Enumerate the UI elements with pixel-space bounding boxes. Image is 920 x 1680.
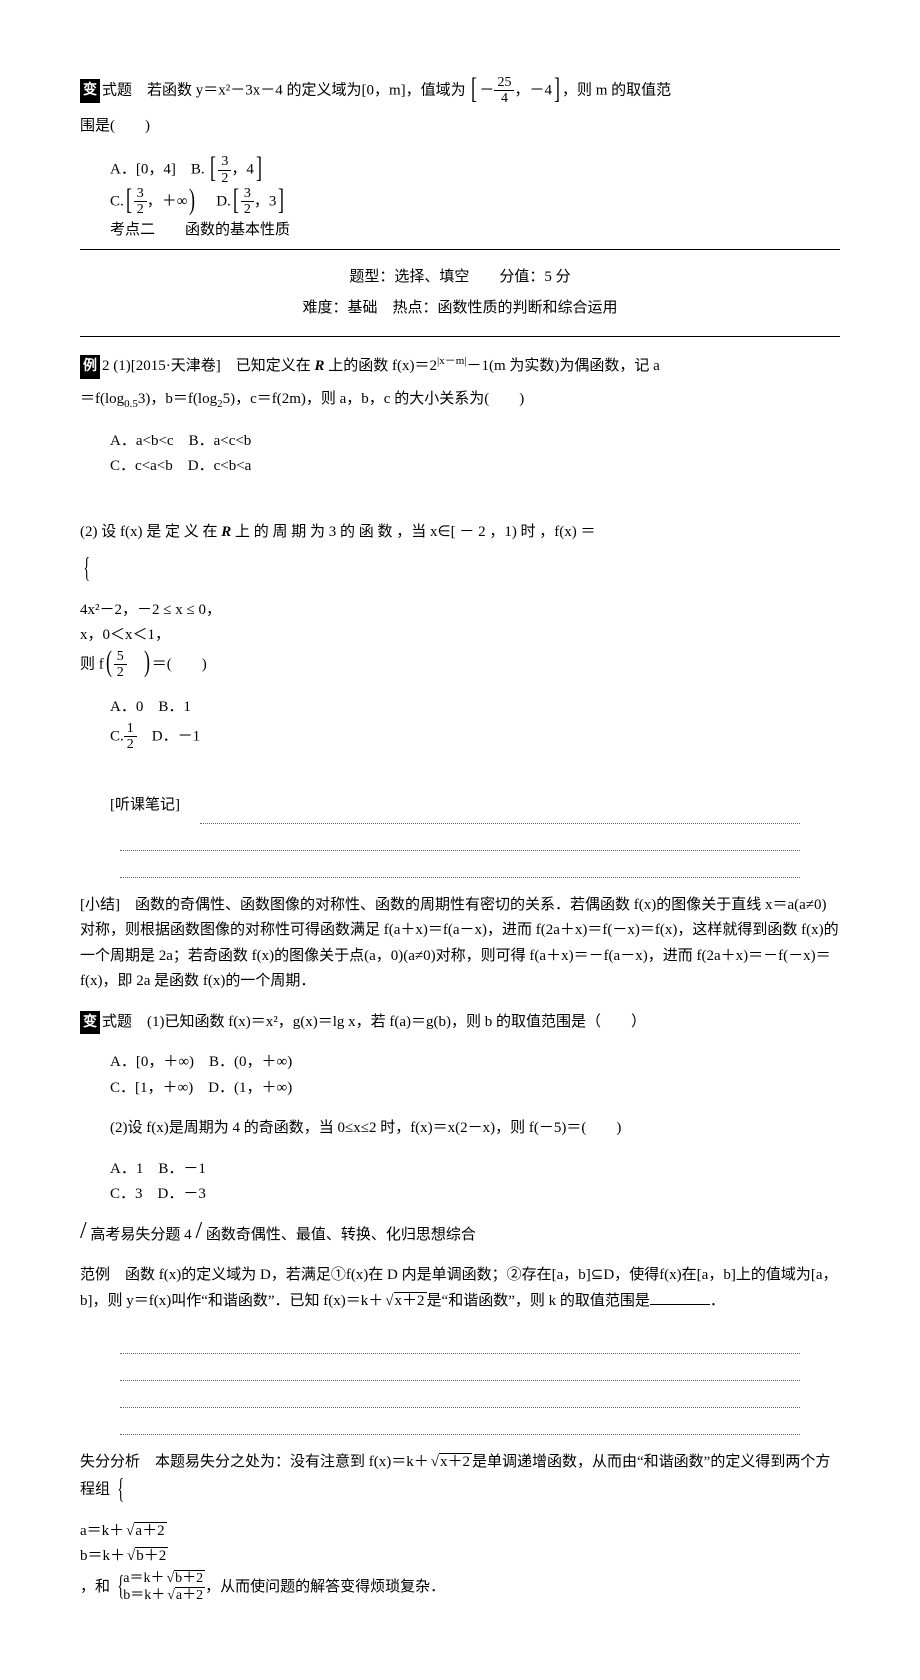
note-line[interactable] <box>120 853 800 878</box>
example-2-2: (2) 设 f(x) 是 定 义 在 R 上 的 周 期 为 3 的 函 数 ，… <box>80 520 840 546</box>
lost-title: / 高考易失分题 4 / 函数奇偶性、最值、转换、化归思想综合 <box>80 1223 840 1249</box>
example-2-1-line2: ＝f(log0.53)，b＝f(log25)，c＝f(2m)，则 a，b，c 的… <box>80 387 840 414</box>
options-2-2: A．0 B．1 C.12 D．－1 <box>110 695 840 752</box>
options-2-1: A．a<b<c B．a<c<b C．c<a<b D．c<b<a <box>110 429 840 480</box>
brace-icon: { <box>83 555 90 583</box>
note-line[interactable] <box>120 1410 800 1435</box>
note-line[interactable] <box>120 1356 800 1381</box>
bar-icon: / <box>195 1227 202 1237</box>
example-badge: 例 <box>80 355 100 379</box>
fill-blank[interactable] <box>650 1304 710 1305</box>
variant-q1: 变式题 若函数 y＝x²－3x－4 的定义域为[0，m]，值域为 [－254，－… <box>80 75 840 107</box>
options-1: A．[0，4] B. [32，4] C.[32，＋∞) D.[32，3] 考点二… <box>110 154 840 243</box>
variant-2-2: (2)设 f(x)是周期为 4 的奇函数，当 0≤x≤2 时，f(x)＝x(2－… <box>80 1116 840 1142</box>
note-line[interactable] <box>120 826 800 851</box>
summary: [小结] 函数的奇偶性、函数图像的对称性、函数的周期性有密切的关系．若偶函数 f… <box>80 893 840 995</box>
box-line1: 题型：选择、填空 分值：5 分 <box>80 265 840 291</box>
rbracket-icon: ] <box>554 74 560 104</box>
variant-q1-tail: 围是( ) <box>80 114 840 140</box>
variant-badge: 变 <box>80 1011 100 1035</box>
options-v2-2: A．1 B．－1 C．3 D．－3 <box>110 1157 840 1208</box>
variant-2-1: 变式题 (1)已知函数 f(x)＝x²，g(x)＝lg x，若 f(a)＝g(b… <box>80 1010 840 1036</box>
variant-badge: 变 <box>80 79 100 103</box>
lost-body: 范例 函数 f(x)的定义域为 D，若满足①f(x)在 D 内是单调函数；②存在… <box>80 1263 840 1314</box>
note-line[interactable] <box>120 1329 800 1354</box>
note-line[interactable] <box>120 1383 800 1408</box>
bar-icon: / <box>80 1227 87 1237</box>
lbracket-icon: [ <box>471 74 477 104</box>
kao-dian: 考点二 函数的基本性质 <box>110 218 840 244</box>
lost-analysis: 失分分析 本题易失分之处为：没有注意到 f(x)＝k＋x＋2是单调递增函数，从而… <box>80 1450 840 1504</box>
note-line[interactable] <box>200 799 800 824</box>
example-2-1: 例2 (1)[2015·天津卷] 已知定义在 R 上的函数 f(x)＝2|x－m… <box>80 352 840 380</box>
frac-25-4: 254 <box>494 75 514 107</box>
example-2-2-piecewise: { <box>80 555 840 583</box>
options-v2-1: A．[0，＋∞) B．(0，＋∞) C．[1，＋∞) D．(1，＋∞) <box>110 1050 840 1101</box>
box-line2: 难度：基础 热点：函数性质的判断和综合运用 <box>80 296 840 322</box>
